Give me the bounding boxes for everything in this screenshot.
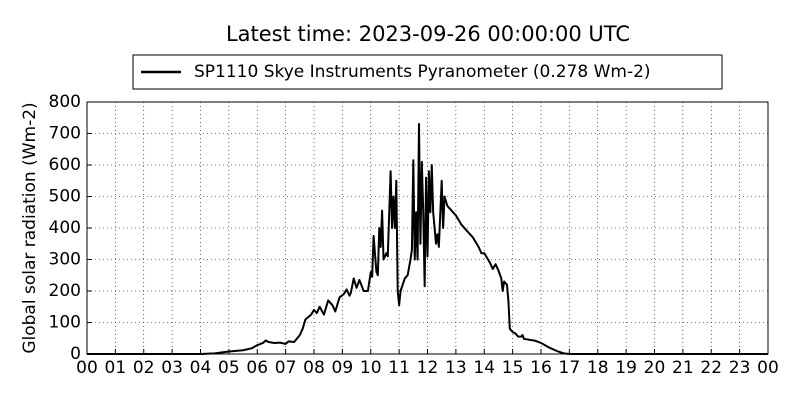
x-tick-label: 22	[700, 358, 722, 378]
x-tick-label: 00	[757, 358, 779, 378]
x-tick-label: 05	[218, 358, 240, 378]
x-tick-label: 20	[644, 358, 666, 378]
y-tick-label: 300	[49, 250, 81, 270]
x-tick-label: 16	[530, 358, 552, 378]
x-tick-label: 04	[190, 358, 212, 378]
x-tick-label: 02	[133, 358, 155, 378]
x-tick-label: 14	[473, 358, 495, 378]
x-tick-label: 13	[445, 358, 467, 378]
y-tick-label: 400	[49, 218, 81, 238]
x-tick-label: 19	[615, 358, 637, 378]
x-tick-label: 21	[672, 358, 694, 378]
x-tick-label: 17	[559, 358, 581, 378]
y-tick-label: 500	[49, 187, 81, 207]
x-tick-label: 07	[275, 358, 297, 378]
y-tick-label: 200	[49, 281, 81, 301]
plot-frame	[86, 101, 769, 355]
chart-title: Latest time: 2023-09-26 00:00:00 UTC	[226, 22, 630, 46]
y-axis-label: Global solar radiation (Wm-2)	[20, 102, 40, 353]
x-tick-label: 11	[388, 358, 410, 378]
x-tick-label: 23	[729, 358, 751, 378]
x-tick-label: 03	[161, 358, 183, 378]
x-tick-label: 09	[332, 358, 354, 378]
legend-label: SP1110 Skye Instruments Pyranometer (0.2…	[194, 62, 651, 82]
x-tick-label: 06	[246, 358, 268, 378]
y-tick-label: 100	[49, 313, 81, 333]
y-tick-label: 700	[49, 124, 81, 144]
data-line	[87, 123, 768, 355]
x-tick-label: 00	[76, 358, 98, 378]
x-tick-label: 01	[105, 358, 127, 378]
y-tick-label: 800	[49, 92, 81, 112]
y-tick-label: 0	[70, 344, 81, 364]
y-tick-label: 600	[49, 155, 81, 175]
x-tick-label: 08	[303, 358, 325, 378]
x-tick-label: 18	[587, 358, 609, 378]
x-tick-label: 15	[502, 358, 524, 378]
x-tick-label: 12	[417, 358, 439, 378]
legend	[132, 54, 723, 90]
x-tick-label: 10	[360, 358, 382, 378]
